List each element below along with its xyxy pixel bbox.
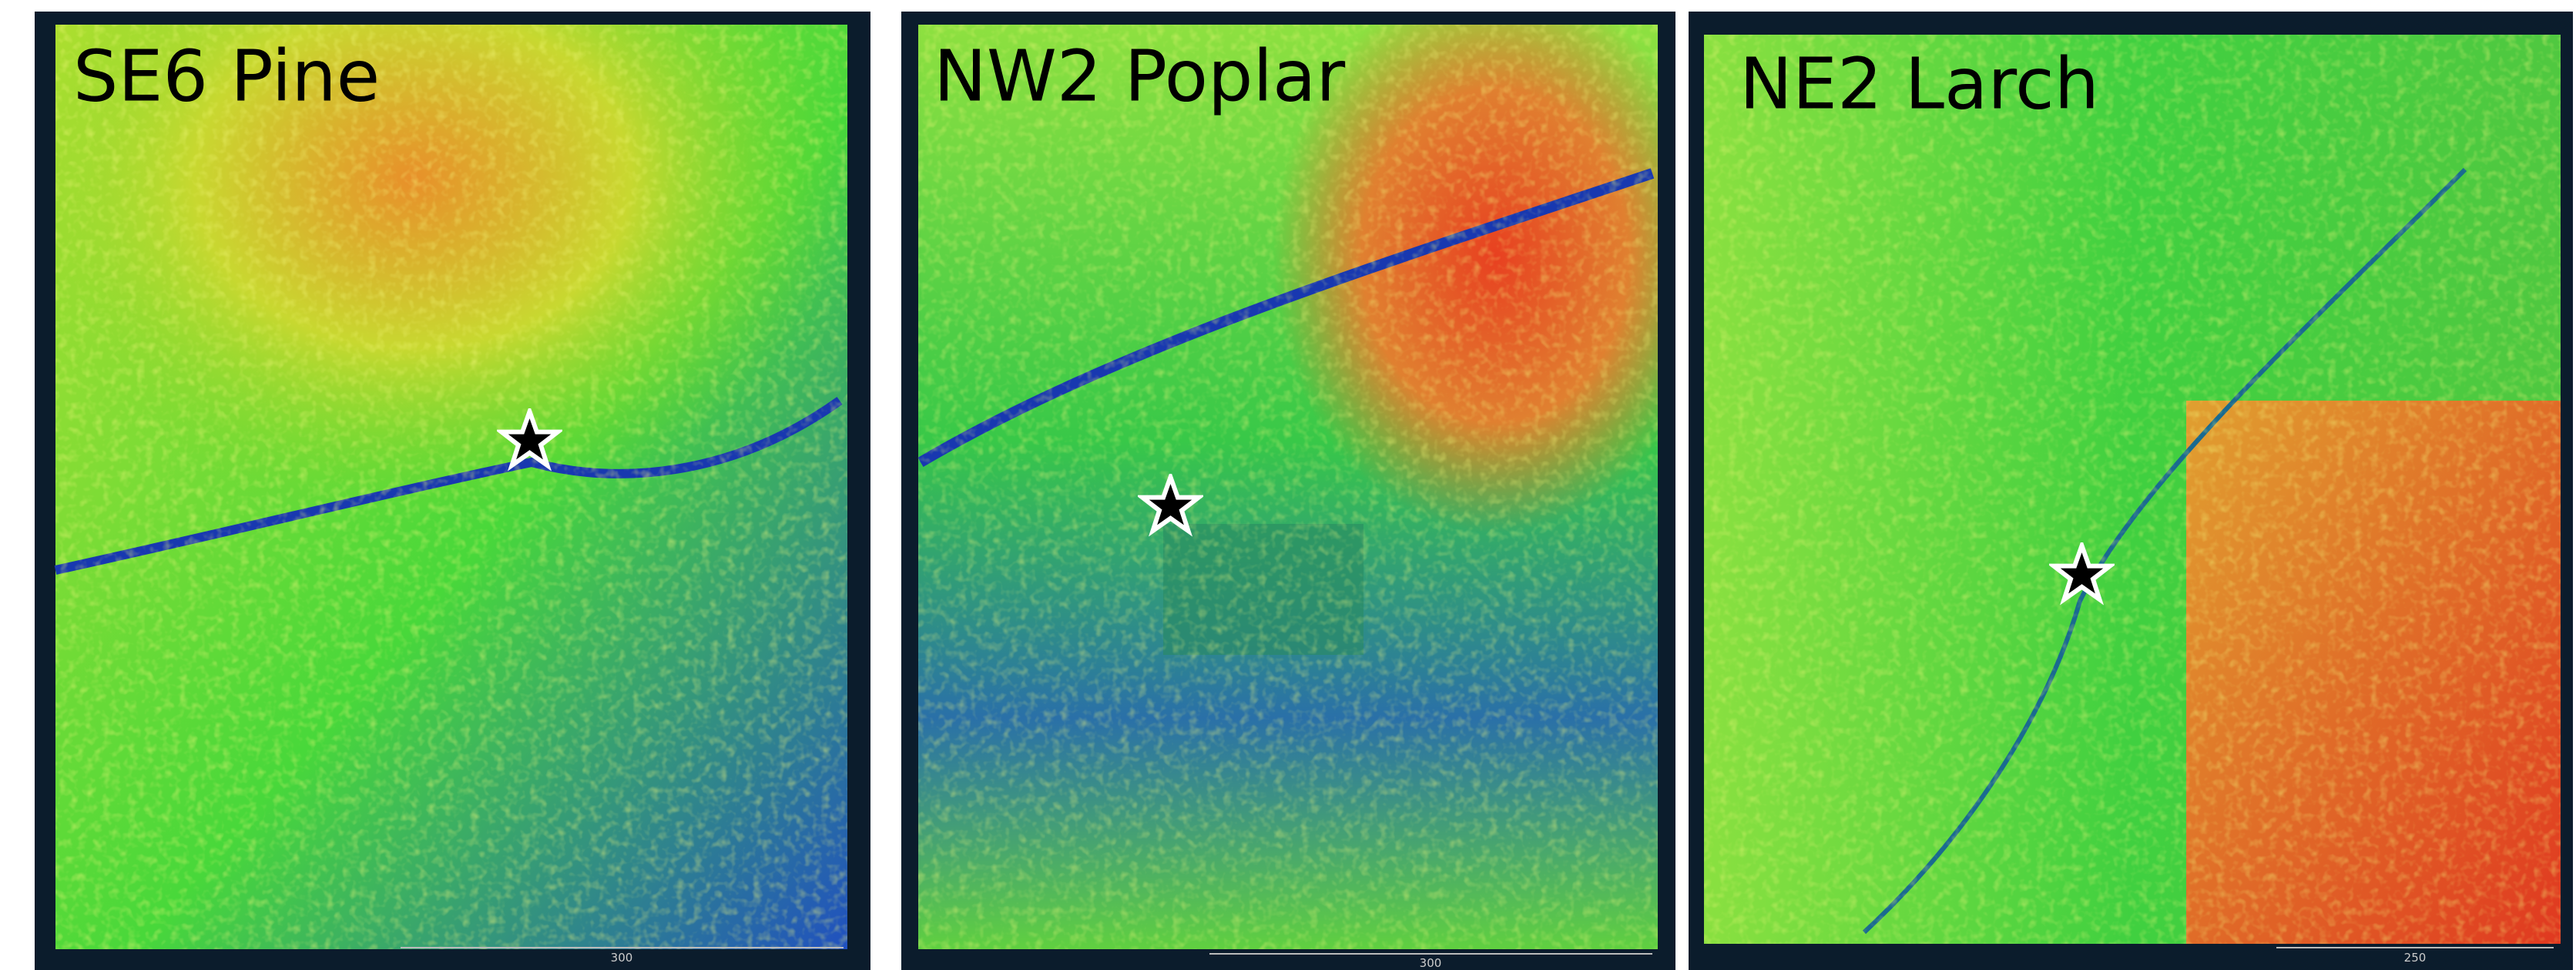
texture xyxy=(1704,35,2561,944)
panel: NE2 Larch 250 xyxy=(1689,12,2573,970)
scale-label: 300 xyxy=(1420,956,1442,970)
panel-label: NW2 Poplar xyxy=(934,35,1345,117)
panel: SE6 Pine 300 xyxy=(35,12,870,970)
texture xyxy=(55,25,847,949)
scale-label: 300 xyxy=(611,951,633,965)
panel-label: NE2 Larch xyxy=(1739,42,2099,125)
figure: SE6 Pine 300 NW2 Poplar 300 NE2 Larch 25… xyxy=(0,0,2576,970)
panel-label: SE6 Pine xyxy=(73,35,380,117)
panel: NW2 Poplar 300 xyxy=(901,12,1675,970)
texture xyxy=(918,25,1658,949)
scale-label: 250 xyxy=(2404,951,2427,965)
